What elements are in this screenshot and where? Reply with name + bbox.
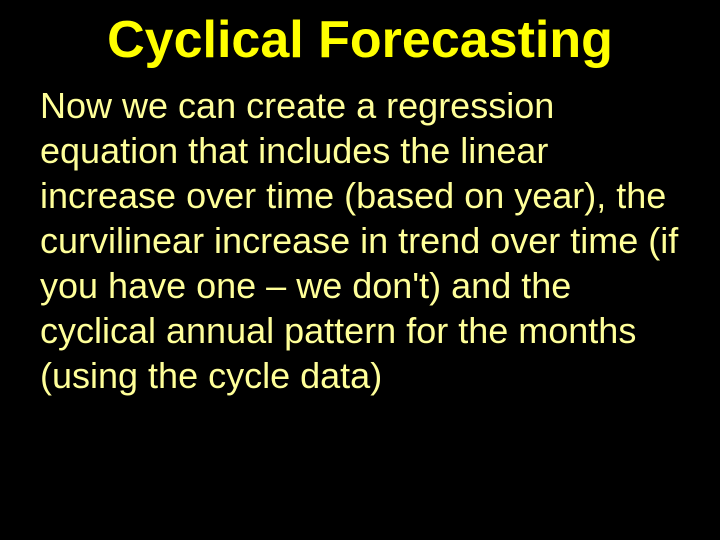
slide-title: Cyclical Forecasting [40,12,680,69]
slide-container: Cyclical Forecasting Now we can create a… [0,0,720,540]
slide-body-text: Now we can create a regression equation … [40,83,680,398]
